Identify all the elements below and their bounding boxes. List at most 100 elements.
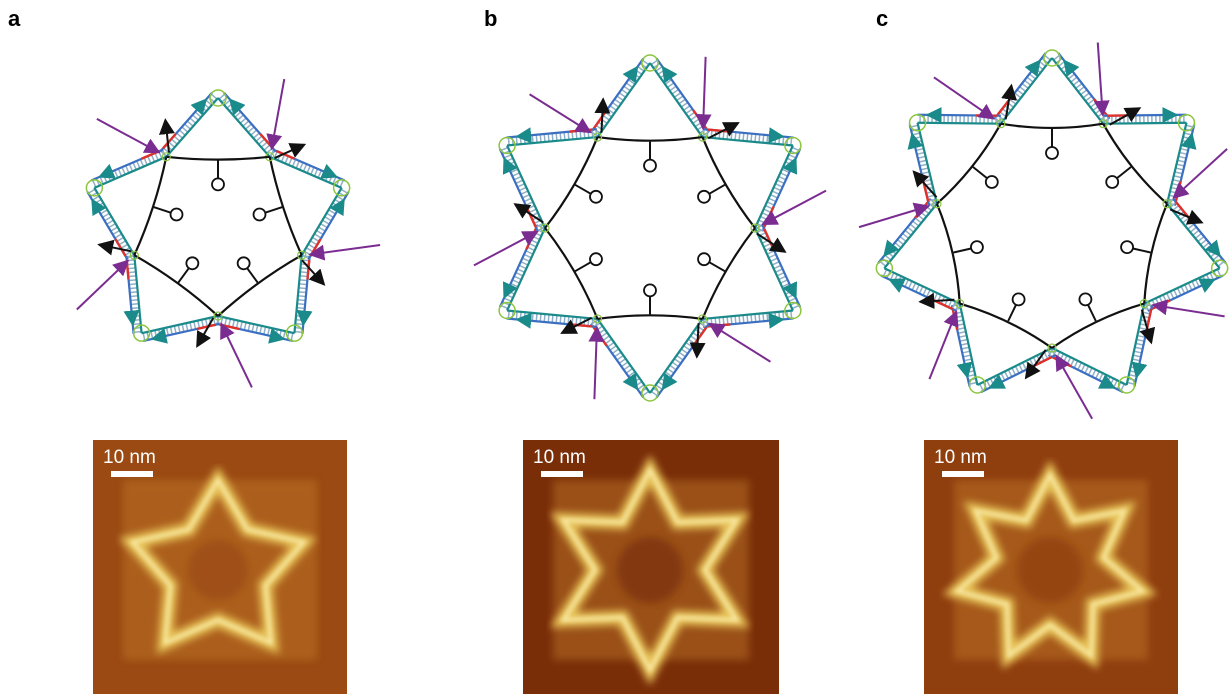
inner-strand [166,157,269,160]
strand [270,157,342,188]
strand [1167,204,1220,269]
hairpin-loop [1046,147,1058,159]
inner-strand [134,157,166,255]
inner-strand [960,304,1052,348]
ladder [163,95,215,154]
inner-strand [598,137,703,141]
hairpin-loop [590,253,602,265]
hairpin-stem [154,207,171,213]
strand [166,98,218,157]
arrow-teal [990,383,1000,388]
hairpin-loop [698,253,710,265]
hairpin-loop [186,257,198,269]
strand [918,123,937,204]
ladder [979,352,1054,389]
strand [650,63,703,137]
figure: a b c 10 nm 10 nm 10 nm [0,0,1232,694]
strand [294,255,301,333]
ladder [217,320,293,337]
inner-strand [937,124,1001,204]
afm-center [188,540,248,600]
arrow-purple [77,261,128,310]
hairpin-stem [1008,305,1016,321]
afm-center [617,537,683,603]
afm-image [924,440,1178,694]
arrow-teal [1189,134,1192,145]
hairpin-stem [247,268,258,283]
strand [977,348,1052,385]
arrow-black [1026,350,1046,378]
panel-label: a [8,6,21,31]
panel-label: b [484,6,497,31]
hairpin-loop [212,178,224,190]
arrow-teal [92,200,97,209]
strand [598,63,651,137]
strand [1167,123,1186,204]
ladder [914,124,933,205]
arrow-purple [929,312,956,379]
hairpin-stem [709,185,725,194]
afm-center [1017,537,1083,603]
hairpin-loop [986,176,998,188]
ladder [956,304,974,385]
arrow-teal [303,314,304,324]
hairpin-stem [575,185,591,194]
ladder [1170,201,1223,266]
inner-strand [545,137,598,228]
arrow-purple [934,77,993,118]
inner-strand [703,137,756,228]
strand-red [307,260,309,279]
inner-strand [1001,124,1103,128]
hairpin-loop [1106,176,1118,188]
arrow-teal [132,314,133,324]
arrow-teal [274,337,284,339]
arrow-teal [771,135,783,136]
scale-bar-label: 10 nm [103,447,156,468]
inner-strand [545,228,598,319]
arrow-purple [1153,305,1224,316]
ladder [1050,352,1125,389]
strand [218,98,270,157]
arrow-teal [912,134,915,145]
arrow-purple [703,57,706,128]
inner-strand [270,157,302,255]
ladder [998,56,1049,122]
panel-label: c [876,6,888,31]
strand [134,255,141,333]
scale-bar-label: 10 nm [934,447,987,468]
arrow-black [197,318,213,346]
hairpin-loop [971,241,983,253]
ladder [594,321,647,395]
strand [1052,58,1103,124]
arrow-purple [272,79,285,148]
arrow-purple [310,245,380,254]
arrow-black [165,120,169,152]
inner-strand [598,315,703,319]
strand [507,228,545,311]
inner-strand [937,204,960,304]
arrow-black [920,300,954,302]
hairpin-stem [954,248,972,252]
ladder [1146,272,1221,307]
ladder [221,95,273,154]
strand [755,146,793,229]
strand [598,319,651,393]
hairpin-stem [575,262,591,271]
scale-bar [111,471,153,477]
arrow-purple [97,119,159,152]
afm-images [93,440,1178,694]
hairpin-stem [1133,248,1151,252]
ladder [918,119,1001,120]
scale-bar [942,471,984,477]
scale-bar-label: 10 nm [533,447,586,468]
strand [302,188,342,255]
arrow-purple [221,324,252,387]
arrow-purple [594,328,597,399]
hairpin-loop [590,191,602,203]
arrow-teal [339,200,344,209]
inner-strand [218,255,302,316]
inner-strand [1103,124,1167,204]
hairpin-loop [1079,293,1091,305]
ladder [305,190,345,257]
arrow-teal [771,319,783,320]
